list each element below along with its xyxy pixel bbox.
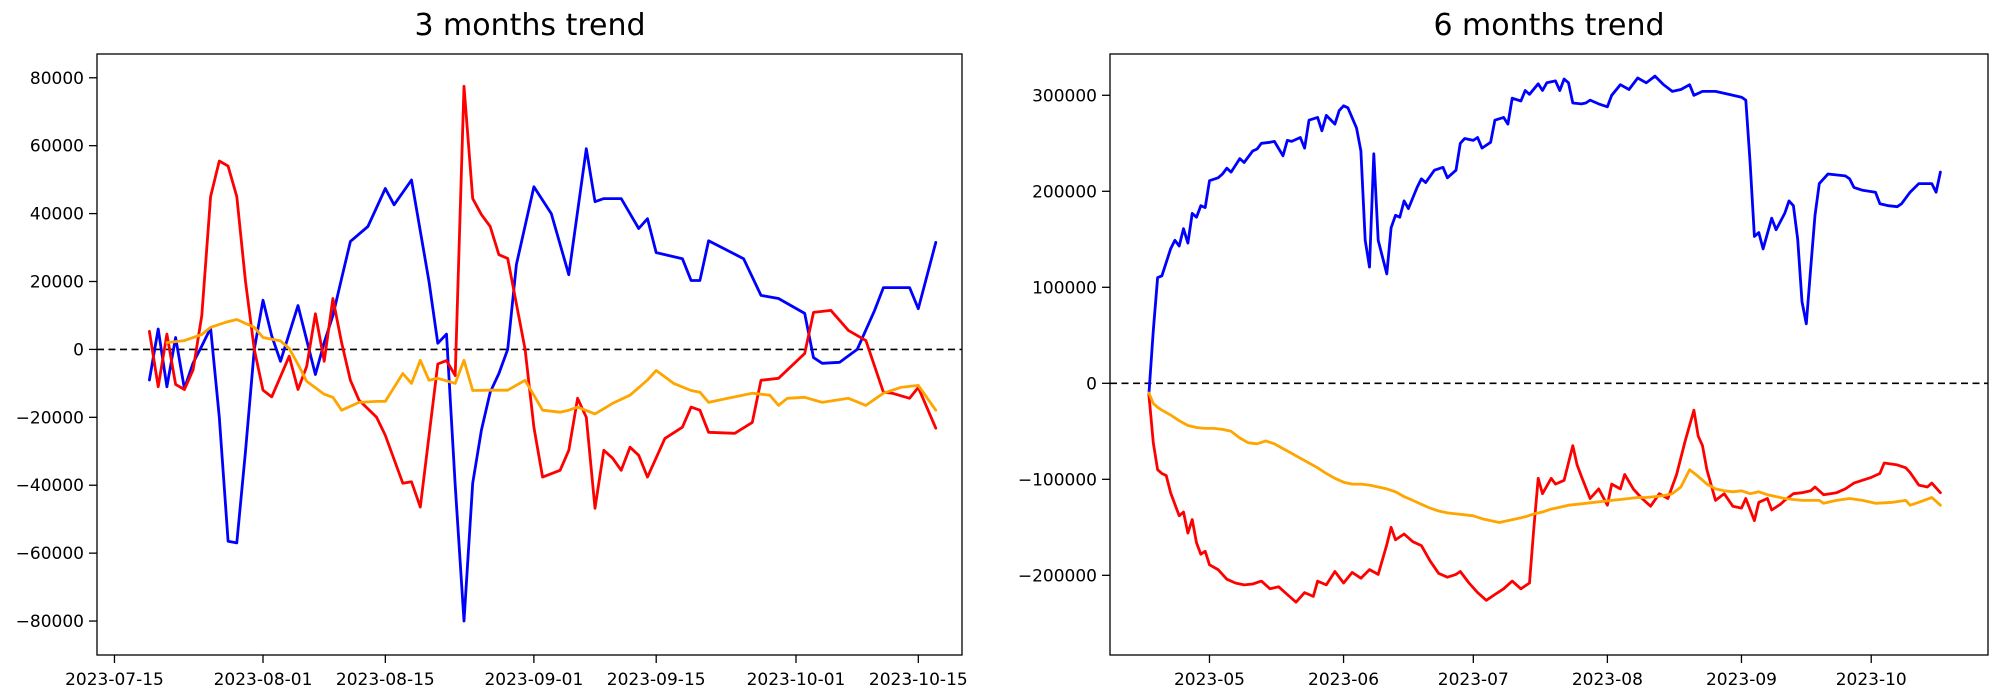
y-tick-label: 80000: [30, 69, 84, 89]
series-red-line: [147, 84, 938, 510]
x-tick-label: 2023-10-15: [869, 670, 968, 690]
x-tick-label: 2023-09-15: [607, 670, 706, 690]
y-tick-label: 300000: [1032, 86, 1097, 106]
x-tick-label: 2023-08: [1572, 670, 1643, 690]
y-tick-label: 0: [1086, 374, 1097, 394]
series-blue-line: [1147, 74, 1942, 396]
x-tick-label: 2023-08-01: [214, 670, 313, 690]
x-tick-label: 2023-10: [1836, 670, 1907, 690]
y-tick-label: 40000: [30, 205, 84, 225]
x-tick-label: 2023-07: [1438, 670, 1509, 690]
y-tick-label: 20000: [30, 272, 84, 292]
x-tick-label: 2023-06: [1308, 670, 1379, 690]
plot-border: [96, 53, 963, 656]
y-tick-label: 60000: [30, 137, 84, 157]
y-tick-label: −60000: [16, 544, 84, 564]
x-tick-label: 2023-07-15: [65, 670, 164, 690]
x-tick-label: 2023-09-01: [484, 670, 583, 690]
y-tick-label: −100000: [1018, 470, 1097, 490]
y-tick-label: −40000: [16, 476, 84, 496]
x-tick-label: 2023-05: [1174, 670, 1245, 690]
y-tick-label: 100000: [1032, 278, 1097, 298]
x-tick-label: 2023-08-15: [336, 670, 435, 690]
series-orange-line: [1147, 391, 1942, 524]
chart-1: 2023-05 2023-06 2023-07 2023-08 2023-09 2023-…: [1018, 53, 1989, 690]
y-tick-label: 0: [73, 340, 84, 360]
plot-border: [1109, 53, 1989, 656]
y-tick-label: −80000: [16, 612, 84, 632]
chart-title-3-months: 3 months trend: [414, 8, 646, 43]
y-tick-label: 200000: [1032, 182, 1097, 202]
x-tick-label: 2023-09: [1706, 670, 1777, 690]
chart-title-6-months: 6 months trend: [1433, 8, 1665, 43]
series-red-line: [1147, 393, 1942, 604]
y-tick-label: −200000: [1018, 566, 1097, 586]
chart-0: 2023-07-15 2023-08-01 2023-08-15 2023-09-01…: [16, 53, 968, 690]
series-blue-line: [147, 147, 938, 623]
series-orange-line: [165, 318, 938, 416]
y-tick-label: −20000: [16, 408, 84, 428]
x-tick-label: 2023-10-01: [747, 670, 846, 690]
